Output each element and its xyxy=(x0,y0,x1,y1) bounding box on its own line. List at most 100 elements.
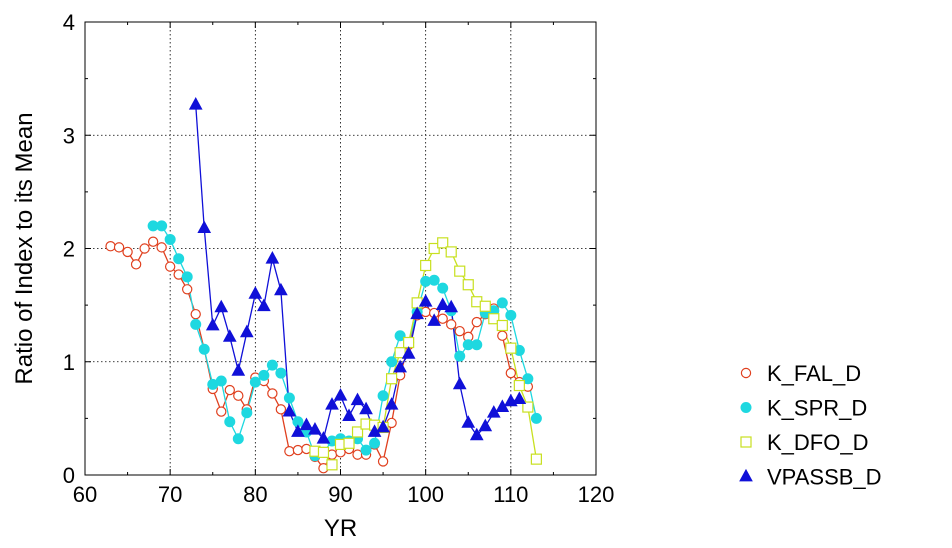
legend-label: K_FAL_D xyxy=(767,361,861,386)
data-point xyxy=(350,392,365,406)
series-line-vpassb-d xyxy=(195,104,520,441)
data-point xyxy=(469,427,484,441)
data-point xyxy=(190,308,201,320)
legend-marker xyxy=(740,436,752,448)
y-axis-label: Ratio of Index to its Mean xyxy=(11,112,38,384)
data-point xyxy=(181,284,193,295)
data-point xyxy=(377,456,389,467)
data-point xyxy=(265,251,280,264)
data-point xyxy=(384,397,399,410)
data-point xyxy=(224,416,236,428)
y-tick-label: 3 xyxy=(63,123,75,148)
data-point xyxy=(488,313,500,325)
data-point xyxy=(299,417,314,431)
data-point xyxy=(258,369,270,381)
x-tick-label: 120 xyxy=(578,482,615,507)
data-point xyxy=(267,388,278,399)
legend-marker xyxy=(740,367,752,379)
data-point xyxy=(113,242,125,253)
legend-marker xyxy=(739,468,753,482)
y-tick-label: 2 xyxy=(63,237,75,262)
data-point xyxy=(386,356,398,368)
x-tick-label: 110 xyxy=(493,482,528,507)
data-point xyxy=(326,459,338,471)
data-point xyxy=(437,282,449,294)
data-point xyxy=(224,384,235,396)
data-point xyxy=(249,376,261,388)
data-point xyxy=(496,319,508,332)
x-axis-label: YR xyxy=(324,515,357,542)
data-point xyxy=(418,294,433,307)
data-point xyxy=(308,422,322,435)
data-point xyxy=(205,317,220,331)
data-point xyxy=(530,453,542,465)
data-point xyxy=(496,297,508,309)
data-point xyxy=(231,363,246,376)
data-point xyxy=(248,286,263,299)
data-point xyxy=(333,388,348,401)
data-point xyxy=(181,271,193,283)
data-point xyxy=(360,444,372,456)
data-point xyxy=(359,401,373,415)
data-point xyxy=(461,415,476,428)
data-point xyxy=(342,408,356,422)
data-point xyxy=(232,433,244,445)
axis-ticks: 60 70 80 90 100 110 120 0 1 2 3 4 xyxy=(63,10,615,507)
data-point xyxy=(369,437,381,449)
data-point xyxy=(401,346,416,359)
data-point xyxy=(393,359,407,373)
data-point xyxy=(173,253,185,265)
data-point xyxy=(446,319,457,330)
data-point xyxy=(435,297,450,311)
data-point xyxy=(471,339,483,351)
data-point xyxy=(130,259,142,270)
data-point xyxy=(316,431,331,444)
series-markers xyxy=(105,97,542,474)
x-tick-label: 90 xyxy=(328,482,352,507)
data-point xyxy=(190,318,202,330)
data-point xyxy=(325,397,339,410)
data-point xyxy=(420,259,432,272)
legend: K_FAL_D K_SPR_D K_DFO_D VPASSB_D xyxy=(739,361,882,490)
data-point xyxy=(505,367,517,379)
data-point xyxy=(241,407,253,419)
data-point xyxy=(454,265,466,277)
legend-label: VPASSB_D xyxy=(767,465,882,490)
data-point xyxy=(164,261,176,272)
data-point xyxy=(156,242,167,253)
data-point xyxy=(505,342,517,354)
data-point xyxy=(377,390,389,402)
data-point xyxy=(222,329,237,342)
data-point xyxy=(317,446,330,458)
data-point xyxy=(198,343,210,355)
data-point xyxy=(105,241,116,252)
data-point xyxy=(239,324,254,338)
data-point xyxy=(454,350,466,362)
data-point xyxy=(530,412,542,424)
data-point xyxy=(513,379,525,392)
y-tick-label: 4 xyxy=(63,10,75,35)
data-point xyxy=(284,446,295,457)
data-point xyxy=(275,404,287,415)
data-point xyxy=(403,336,415,349)
data-point xyxy=(437,237,449,249)
data-point xyxy=(479,300,491,312)
data-point xyxy=(410,306,424,320)
data-point xyxy=(386,373,398,385)
data-point xyxy=(343,437,355,449)
data-point xyxy=(351,426,364,438)
y-tick-label: 1 xyxy=(63,350,75,375)
data-point xyxy=(462,279,474,291)
data-point xyxy=(282,403,297,417)
data-point xyxy=(122,246,133,258)
data-point xyxy=(216,406,227,417)
data-point xyxy=(283,392,295,404)
data-point xyxy=(292,444,304,456)
data-point xyxy=(215,375,227,387)
x-tick-label: 70 xyxy=(158,482,182,507)
data-point xyxy=(376,419,390,433)
data-point xyxy=(445,246,457,258)
x-tick-label: 100 xyxy=(407,482,444,507)
legend-label: K_DFO_D xyxy=(767,430,868,455)
legend-marker xyxy=(740,402,752,413)
